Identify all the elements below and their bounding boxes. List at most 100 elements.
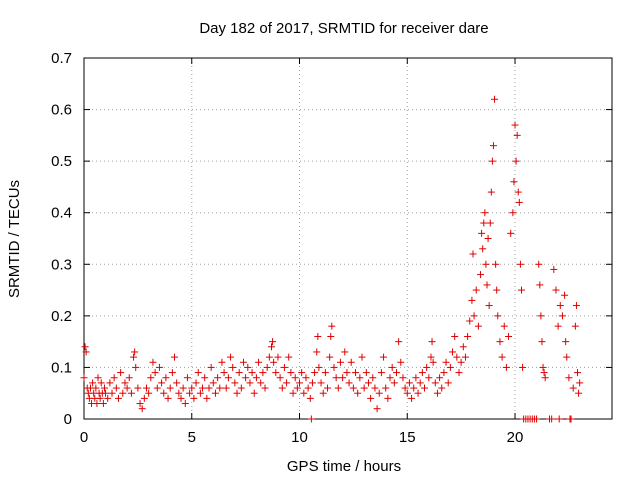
data-point: [164, 394, 172, 402]
data-point: [429, 358, 437, 366]
data-point: [421, 384, 429, 392]
data-point: [502, 363, 510, 371]
x-tick-label: 10: [291, 429, 308, 446]
data-point: [179, 384, 187, 392]
data-point: [360, 384, 368, 392]
grid-lines: [84, 58, 612, 419]
data-point: [427, 353, 435, 361]
data-point: [380, 353, 388, 361]
data-point: [358, 353, 366, 361]
data-point: [80, 374, 88, 382]
data-point: [82, 348, 90, 356]
data-point: [496, 338, 504, 346]
data-point: [158, 379, 166, 387]
data-point: [384, 394, 392, 402]
data-point: [446, 363, 454, 371]
data-point: [211, 389, 219, 397]
data-point: [433, 389, 441, 397]
data-point: [324, 384, 332, 392]
data-point: [562, 338, 570, 346]
x-tick-label: 0: [80, 429, 88, 446]
data-point: [267, 343, 275, 351]
data-point: [343, 369, 351, 377]
data-point: [246, 379, 254, 387]
data-point: [162, 374, 170, 382]
data-point: [181, 400, 189, 408]
data-point: [311, 369, 319, 377]
data-point: [327, 332, 335, 340]
data-point: [218, 358, 226, 366]
data-point: [364, 379, 372, 387]
data-point: [97, 379, 105, 387]
data-point: [550, 265, 558, 273]
data-point: [192, 379, 200, 387]
data-point: [222, 384, 230, 392]
data-point: [469, 250, 477, 258]
data-point: [436, 374, 444, 382]
data-point: [100, 384, 108, 392]
data-point: [540, 369, 548, 377]
data-point: [315, 363, 323, 371]
data-point: [428, 338, 436, 346]
data-point: [489, 142, 497, 150]
data-point: [94, 374, 102, 382]
data-point: [536, 281, 544, 289]
data-point: [220, 369, 228, 377]
data-point: [399, 374, 407, 382]
data-point: [257, 379, 265, 387]
data-point: [274, 353, 282, 361]
data-point: [377, 369, 385, 377]
data-point: [255, 358, 263, 366]
data-point: [283, 379, 291, 387]
data-point: [209, 379, 217, 387]
x-tick-label: 15: [399, 429, 416, 446]
axis-ticks: [83, 57, 612, 420]
y-tick-label: 0.1: [51, 359, 72, 376]
data-point: [314, 332, 322, 340]
data-point: [464, 332, 472, 340]
data-point: [145, 389, 153, 397]
data-point: [418, 369, 426, 377]
data-point: [397, 358, 405, 366]
data-point: [498, 353, 506, 361]
data-point: [231, 379, 239, 387]
data-point: [317, 379, 325, 387]
data-point: [293, 384, 301, 392]
data-point: [304, 384, 312, 392]
data-point: [511, 121, 519, 129]
data-point: [216, 384, 224, 392]
data-point: [442, 358, 450, 366]
data-point: [410, 384, 418, 392]
x-tick-label: 5: [188, 429, 196, 446]
data-point: [440, 369, 448, 377]
y-tick-label: 0.3: [51, 256, 72, 273]
data-point: [574, 369, 582, 377]
data-point: [487, 188, 495, 196]
data-point: [481, 209, 489, 217]
plot-frame: [83, 57, 613, 420]
data-point: [569, 384, 577, 392]
data-point: [477, 271, 485, 279]
data-point: [252, 374, 260, 382]
data-point: [140, 394, 148, 402]
data-point: [425, 374, 433, 382]
data-point: [480, 219, 488, 227]
data-point: [375, 389, 383, 397]
data-point: [81, 343, 89, 351]
data-point: [494, 312, 502, 320]
data-point: [336, 358, 344, 366]
data-point: [369, 374, 377, 382]
data-point: [259, 369, 267, 377]
data-point: [373, 405, 381, 413]
data-point: [554, 322, 562, 330]
data-point: [493, 286, 501, 294]
data-point: [263, 363, 271, 371]
x-axis-title: GPS time / hours: [287, 458, 401, 475]
data-point: [349, 384, 357, 392]
data-point: [510, 178, 518, 186]
data-point: [326, 353, 334, 361]
data-point: [505, 332, 513, 340]
data-point: [575, 389, 583, 397]
data-point: [121, 379, 129, 387]
